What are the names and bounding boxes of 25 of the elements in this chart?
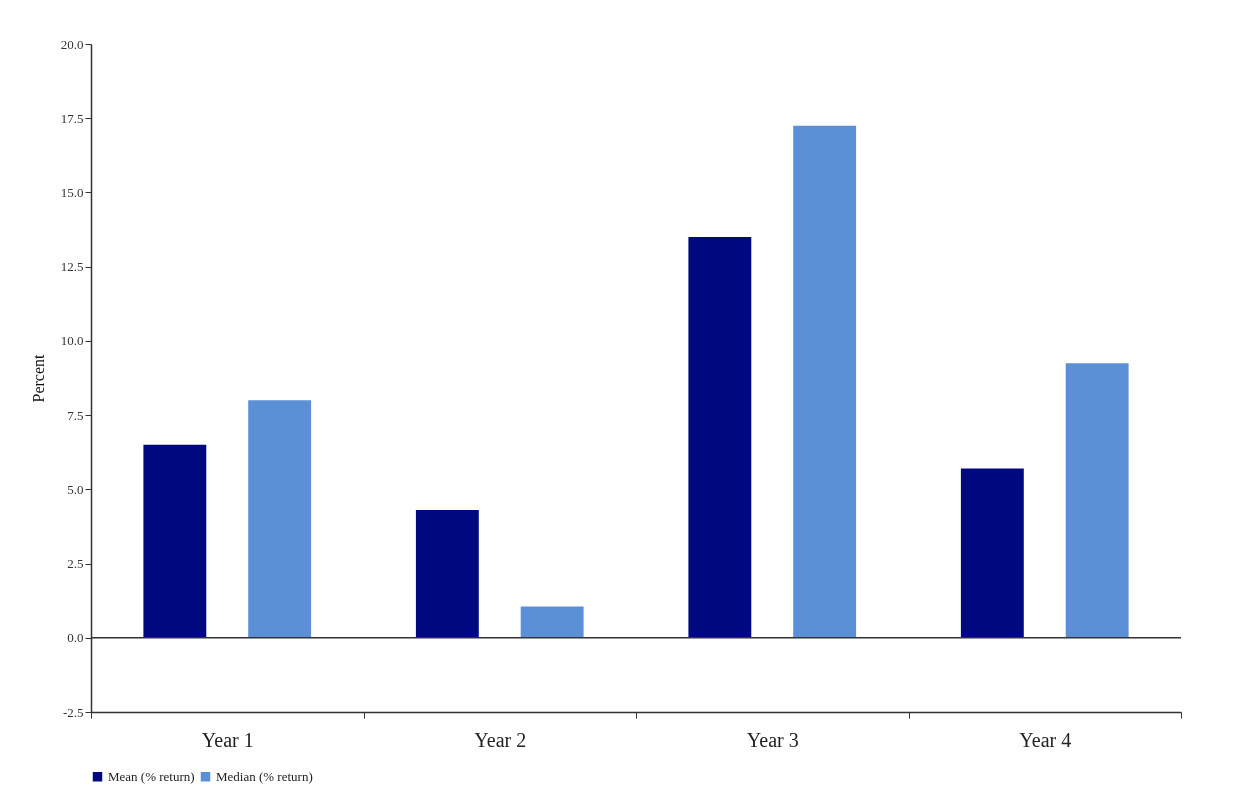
y-tick-label: 17.5 bbox=[60, 110, 84, 126]
bar bbox=[688, 236, 752, 638]
y-tick-label: 15.0 bbox=[60, 184, 84, 200]
bar bbox=[415, 510, 479, 638]
x-tick-label: Year 2 bbox=[474, 728, 527, 751]
y-tick-label: 20.0 bbox=[60, 36, 84, 52]
y-tick-label: 12.5 bbox=[60, 259, 84, 275]
y-tick-label: 5.0 bbox=[67, 481, 84, 497]
bar bbox=[793, 125, 857, 638]
y-tick-label: -2.5 bbox=[62, 704, 84, 720]
bar bbox=[960, 468, 1024, 638]
y-tick-label: 10.0 bbox=[60, 333, 84, 349]
x-tick-label: Year 3 bbox=[746, 728, 799, 751]
y-tick-label: 7.5 bbox=[67, 407, 84, 423]
legend-label: Median (% return) bbox=[216, 768, 313, 784]
x-tick-label: Year 1 bbox=[201, 728, 254, 751]
x-tick-label: Year 4 bbox=[1019, 728, 1072, 751]
bar bbox=[143, 444, 207, 638]
bar bbox=[520, 606, 584, 638]
legend-label: Mean (% return) bbox=[108, 768, 195, 784]
bar bbox=[248, 400, 312, 638]
y-axis-title: Percent bbox=[29, 353, 47, 403]
bar bbox=[1065, 363, 1129, 638]
y-tick-label: 2.5 bbox=[67, 556, 84, 572]
y-tick-label: 0.0 bbox=[67, 630, 84, 646]
